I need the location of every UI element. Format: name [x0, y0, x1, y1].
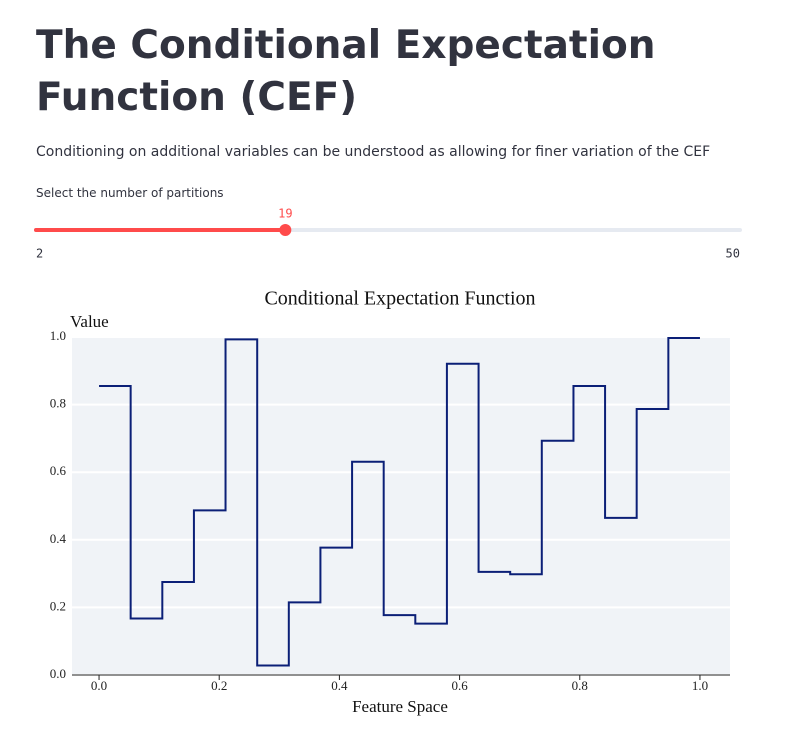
page-title: The Conditional Expectation Function (CE… — [36, 23, 656, 120]
y-tick-label: 1.0 — [50, 328, 66, 343]
slider[interactable]: 19 2 50 — [0, 0, 794, 270]
slider-thumb[interactable] — [279, 224, 292, 236]
y-tick-label: 0.8 — [50, 396, 66, 411]
x-tick-label: 0.4 — [331, 678, 348, 693]
plot-background — [72, 337, 730, 675]
slider-value: 19 — [278, 207, 292, 221]
x-tick-label: 0.2 — [211, 678, 227, 693]
x-tick-label: 0.6 — [451, 678, 468, 693]
x-tick-label: 0.0 — [91, 678, 107, 693]
x-tick-label: 1.0 — [692, 678, 708, 693]
y-axis-label: Value — [70, 312, 109, 331]
chart: Conditional Expectation Function Value F… — [50, 288, 730, 716]
y-tick-label: 0.2 — [50, 598, 66, 613]
y-tick-label: 0.4 — [50, 531, 67, 546]
cef-line — [99, 337, 700, 667]
slider-min: 2 — [36, 247, 43, 261]
chart-title: Conditional Expectation Function — [264, 288, 535, 310]
y-tick-label: 0.0 — [50, 666, 66, 681]
x-tick-label: 0.8 — [572, 678, 588, 693]
x-axis-label: Feature Space — [352, 697, 448, 716]
slider-max: 50 — [726, 247, 740, 261]
y-tick-label: 0.6 — [50, 463, 67, 478]
slider-label: Select the number of partitions — [36, 186, 224, 200]
subtitle: Conditioning on additional variables can… — [36, 144, 711, 160]
